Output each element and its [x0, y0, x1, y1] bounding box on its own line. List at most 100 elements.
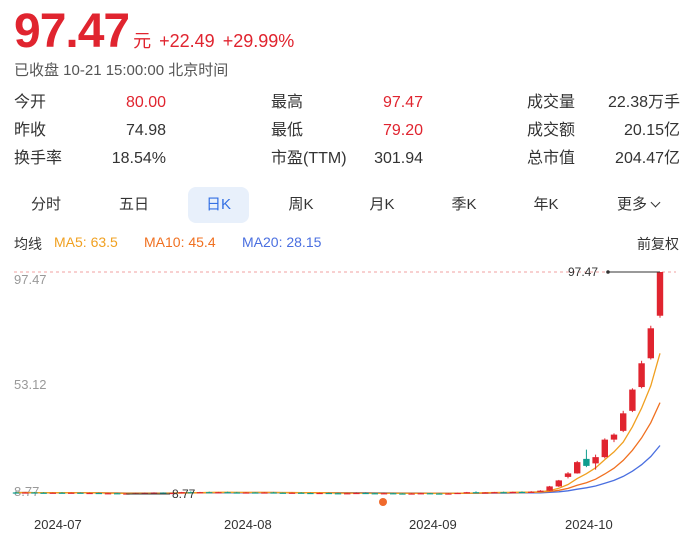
candle-body	[22, 492, 29, 494]
y-tick-label: 8.77	[14, 484, 39, 499]
candle-body	[298, 492, 305, 494]
candle-body	[610, 434, 618, 440]
stat-label: 成交量	[527, 94, 576, 111]
last-price: 97.47	[14, 5, 130, 58]
tab-daily-k[interactable]: 日K	[188, 187, 249, 223]
candle-body	[436, 493, 443, 495]
stat-value: 22.38万手	[607, 94, 680, 111]
candle-body	[518, 491, 526, 494]
candle-body	[509, 491, 516, 494]
candle-body	[178, 492, 185, 494]
candle-body	[169, 492, 176, 495]
candle-body	[344, 493, 351, 495]
ma5-line	[15, 353, 661, 495]
candle-body	[647, 328, 654, 359]
stat-value: 204.47亿	[615, 150, 680, 167]
y-tick-label: 97.47	[14, 272, 47, 287]
candle-body	[380, 493, 388, 495]
candle-body	[224, 492, 231, 494]
candle-body	[325, 492, 332, 495]
price-unit: 元	[133, 31, 152, 51]
candle-body	[86, 492, 93, 495]
candle-body	[40, 492, 47, 494]
candle-body	[104, 493, 112, 495]
tab-five-day[interactable]: 五日	[118, 196, 149, 213]
stat-label: 最低	[271, 122, 304, 139]
candle-body	[261, 492, 268, 494]
ma10-line	[15, 402, 661, 495]
candle-body	[123, 493, 130, 495]
stats-row: 昨收 74.98 最低 79.20 成交额 20.15亿	[14, 120, 681, 148]
y-tick-label: 53.12	[14, 377, 47, 392]
candle-body	[426, 493, 434, 495]
x-tick-label: 2024-08	[224, 517, 272, 532]
low-marker-label: 8.77	[172, 487, 196, 501]
legend-ma5: MA5: 63.5	[54, 234, 118, 250]
stat-value: 79.20	[382, 122, 423, 139]
legend-ma20: MA20: 28.15	[242, 234, 322, 250]
tab-weekly-k[interactable]: 周K	[288, 196, 314, 213]
tab-monthly-k[interactable]: 月K	[369, 196, 395, 213]
stat-label: 昨收	[14, 122, 47, 139]
candle-body	[564, 473, 572, 477]
candle-body	[546, 486, 553, 491]
x-tick-label: 2024-07	[34, 517, 82, 532]
candle-body	[215, 492, 222, 494]
period-tabs: 分时 五日 日K 周K 月K 季K 年K 更多	[0, 187, 689, 223]
stat-value: 20.15亿	[623, 122, 680, 139]
candle-body	[620, 413, 627, 431]
candle-body	[463, 492, 470, 494]
candle-body	[362, 492, 369, 495]
candle-body	[270, 492, 277, 494]
candle-body	[390, 493, 397, 495]
candle-body	[629, 389, 636, 411]
legend-title: 均线	[14, 236, 42, 252]
stat-value: 74.98	[125, 122, 166, 139]
stat-label: 总市值	[527, 150, 576, 167]
candle-body	[160, 492, 167, 494]
candle-body	[206, 492, 213, 494]
tab-yearly-k[interactable]: 年K	[533, 196, 559, 213]
candle-body	[316, 492, 323, 495]
candle-body	[288, 492, 296, 494]
stat-value: 18.54%	[111, 150, 166, 167]
candle-body	[196, 492, 204, 494]
candle-body	[491, 492, 498, 494]
price-change: +22.49	[159, 31, 215, 51]
stat-label: 最高	[271, 94, 304, 111]
tab-more-label: 更多	[616, 196, 647, 213]
candle-body	[68, 492, 75, 494]
x-tick-label: 2024-09	[409, 517, 457, 532]
candle-body	[187, 492, 194, 494]
candle-body	[12, 492, 20, 494]
candle-body	[500, 492, 507, 494]
tab-quarterly-k[interactable]: 季K	[451, 196, 477, 213]
candle-body	[454, 492, 461, 495]
candle-body	[31, 492, 38, 494]
legend-ma10: MA10: 45.4	[144, 234, 216, 250]
adjust-mode-button[interactable]: 前复权	[637, 236, 679, 252]
candle-body	[482, 492, 489, 494]
candle-body	[574, 462, 581, 474]
candle-body	[150, 492, 158, 494]
candle-body	[233, 492, 240, 494]
tab-intraday[interactable]: 分时	[30, 196, 61, 213]
stat-value: 97.47	[382, 94, 423, 111]
tab-more[interactable]: 更多	[605, 187, 671, 223]
candle-body	[408, 493, 415, 495]
candle-body	[399, 493, 406, 495]
high-marker-label: 97.47	[568, 265, 598, 279]
candle-body	[555, 480, 562, 487]
stat-label: 今开	[14, 94, 47, 111]
stats-row: 今开 80.00 最高 97.47 成交量 22.38万手	[14, 92, 681, 120]
candlestick-chart[interactable]: 97.47 53.12 8.77 97.47 8.77 2024-07 2024-08 202…	[0, 258, 689, 539]
stat-label: 成交额	[527, 122, 576, 139]
candle-body	[353, 492, 360, 495]
candle-body	[601, 439, 608, 458]
candle-body	[417, 493, 424, 495]
candle-body	[592, 457, 599, 464]
chevron-down-icon	[650, 197, 661, 208]
candle-body	[114, 493, 121, 495]
price-change-pct: +29.99%	[222, 31, 295, 51]
high-marker-dot	[606, 270, 610, 274]
